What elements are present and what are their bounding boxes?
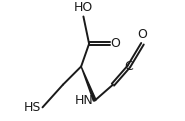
Text: O: O	[137, 28, 147, 42]
Text: HS: HS	[24, 101, 41, 114]
Text: HO: HO	[74, 1, 93, 14]
Text: O: O	[111, 37, 121, 50]
Polygon shape	[81, 66, 96, 101]
Text: C: C	[125, 60, 133, 73]
Text: HN: HN	[75, 94, 94, 107]
